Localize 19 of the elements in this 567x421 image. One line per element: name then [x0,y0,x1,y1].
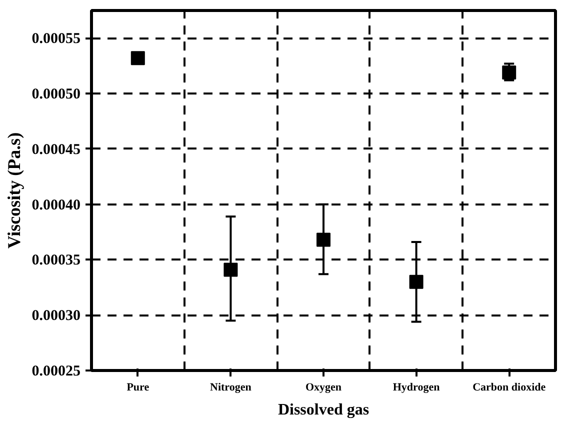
x-tick-label: Carbon dioxide [472,382,546,394]
y-tick-label: 0.00025 [32,364,80,380]
x-tick-label: Oxygen [305,382,342,394]
x-tick-label: Pure [126,382,150,394]
point [409,274,424,289]
y-tick-label: 0.00045 [32,142,80,158]
x-tick-label: Hydrogen [392,382,440,394]
y-tick-label: 0.00055 [32,31,80,48]
y-tick-label: 0.00040 [32,197,80,214]
y-tick-label: 0.00030 [32,308,80,324]
y-tick-label: 0.00050 [32,86,80,103]
point [224,262,238,277]
y-tick-label: 0.00035 [32,252,80,269]
point [130,51,145,66]
x-tick-label: Nitrogen [210,382,252,394]
point [502,66,516,80]
y-axis-title: Viscosity (Pa.s) [4,132,24,249]
x-axis-title: Dissolved gas [278,402,370,418]
point [316,232,330,247]
